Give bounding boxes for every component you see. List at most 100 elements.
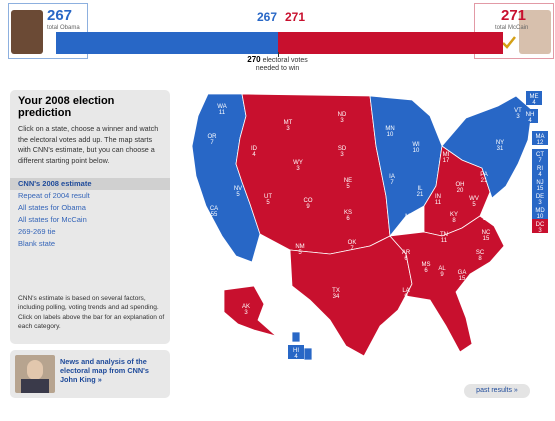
state-label-id[interactable]: ID4 bbox=[251, 146, 258, 158]
state-box-me[interactable] bbox=[526, 91, 542, 105]
electoral-map[interactable]: WA11OR7CA55ID4NV5MT3WY3UT5AZ10CO9NM5ND3S… bbox=[180, 86, 550, 376]
state-label-nv[interactable]: NV5 bbox=[234, 186, 242, 198]
state-ev: 6 bbox=[404, 256, 408, 262]
check-mark-icon bbox=[502, 36, 516, 49]
state-abbr: VA bbox=[482, 210, 490, 216]
state-abbr: NM bbox=[295, 244, 304, 250]
state-label-dc[interactable]: DC3 bbox=[532, 219, 548, 234]
map-land[interactable] bbox=[191, 93, 533, 361]
state-box-dc[interactable] bbox=[532, 219, 548, 233]
state-ev: 4 bbox=[538, 172, 542, 178]
state-ev: 4 bbox=[532, 100, 536, 106]
state-label-la[interactable]: LA9 bbox=[402, 288, 409, 300]
state-ev: 27 bbox=[475, 326, 482, 332]
region-southeast[interactable] bbox=[389, 215, 505, 353]
state-box-nj[interactable] bbox=[532, 177, 548, 191]
state-label-co[interactable]: CO9 bbox=[304, 198, 313, 210]
region-alaska[interactable] bbox=[223, 285, 277, 337]
option-all-mccain[interactable]: All states for McCain bbox=[18, 215, 87, 224]
state-box-de[interactable] bbox=[532, 191, 548, 205]
state-label-ut[interactable]: UT5 bbox=[264, 194, 272, 206]
state-ev: 34 bbox=[333, 294, 340, 300]
state-label-ar[interactable]: AR6 bbox=[402, 250, 411, 262]
past-results-button[interactable]: past results » bbox=[464, 384, 530, 398]
state-label-wv[interactable]: WV5 bbox=[469, 196, 479, 208]
region-texas-south[interactable] bbox=[289, 235, 413, 357]
option-cnn-estimate[interactable]: CNN's 2008 estimate bbox=[10, 178, 170, 190]
option-tie[interactable]: 269-269 tie bbox=[18, 227, 56, 236]
state-ev: 13 bbox=[483, 216, 490, 222]
news-link[interactable]: News and analysis of the electoral map f… bbox=[60, 357, 149, 384]
state-ev: 9 bbox=[404, 294, 408, 300]
state-label-ia[interactable]: IA7 bbox=[389, 174, 395, 186]
state-ev: 12 bbox=[537, 140, 544, 146]
state-ev: 15 bbox=[459, 276, 466, 282]
state-label-ms[interactable]: MS6 bbox=[422, 262, 431, 274]
state-box-md[interactable] bbox=[532, 205, 548, 219]
state-abbr: ID bbox=[251, 146, 258, 152]
state-ev: 4 bbox=[528, 118, 532, 124]
state-label-ky[interactable]: KY8 bbox=[450, 212, 458, 224]
state-box-nh[interactable] bbox=[522, 109, 538, 123]
state-label-nd[interactable]: ND3 bbox=[338, 112, 347, 124]
state-label-ak[interactable]: AK3 bbox=[242, 304, 250, 316]
state-label-nh[interactable]: NH4 bbox=[522, 109, 538, 124]
state-label-me[interactable]: ME4 bbox=[526, 91, 542, 106]
state-label-ok[interactable]: OK7 bbox=[348, 240, 357, 252]
obama-total-votes: 267 bbox=[47, 7, 73, 24]
state-label-ne[interactable]: NE5 bbox=[344, 178, 352, 190]
state-label-wy[interactable]: WY3 bbox=[293, 160, 303, 172]
option-blank[interactable]: Blank state bbox=[18, 239, 56, 248]
option-all-obama[interactable]: All states for Obama bbox=[18, 203, 86, 212]
state-label-ri[interactable]: RI4 bbox=[532, 163, 548, 178]
option-repeat-2004[interactable]: Repeat of 2004 result bbox=[18, 191, 90, 200]
state-label-de[interactable]: DE3 bbox=[532, 191, 548, 206]
state-label-sc[interactable]: SC8 bbox=[476, 250, 485, 262]
state-ev: 55 bbox=[211, 212, 218, 218]
state-box-ct[interactable] bbox=[532, 149, 548, 163]
state-label-nm[interactable]: NM5 bbox=[295, 244, 304, 256]
news-box[interactable]: News and analysis of the electoral map f… bbox=[10, 350, 170, 398]
state-label-hi[interactable]: HI4 bbox=[288, 345, 304, 360]
state-label-sd[interactable]: SD3 bbox=[338, 146, 347, 158]
region-mountain-plains[interactable] bbox=[235, 93, 391, 255]
state-label-or[interactable]: OR7 bbox=[208, 134, 218, 146]
state-abbr: MA bbox=[536, 134, 545, 140]
state-ev: 3 bbox=[244, 310, 248, 316]
center-mccain-votes: 271 bbox=[285, 10, 306, 24]
state-box-ri[interactable] bbox=[532, 163, 548, 177]
state-abbr: ME bbox=[530, 94, 539, 100]
region-northeast[interactable] bbox=[441, 95, 533, 199]
state-abbr: DE bbox=[536, 194, 544, 200]
state-abbr: NE bbox=[344, 178, 352, 184]
state-label-ct[interactable]: CT7 bbox=[532, 149, 548, 164]
state-label-mt[interactable]: MT3 bbox=[284, 120, 293, 132]
state-box-hi[interactable] bbox=[288, 345, 304, 359]
state-ev: 10 bbox=[413, 148, 420, 154]
state-ev: 3 bbox=[516, 114, 520, 120]
state-label-al[interactable]: AL9 bbox=[438, 266, 446, 278]
state-box-ma[interactable] bbox=[532, 131, 548, 145]
state-label-ks[interactable]: KS6 bbox=[344, 210, 352, 222]
